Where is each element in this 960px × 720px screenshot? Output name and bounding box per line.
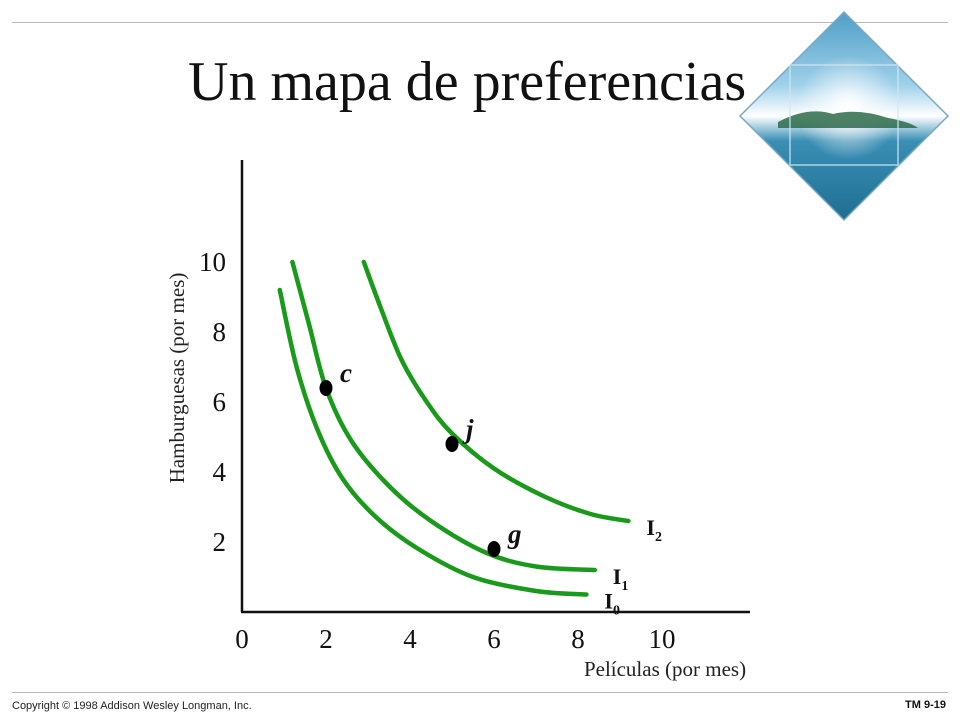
curve-label-i2: I2 xyxy=(646,515,662,545)
ocean-island-diamond-icon xyxy=(738,10,950,222)
y-axis-label: Hamburguesas (por mes) xyxy=(165,273,189,484)
y-tick-label: 4 xyxy=(213,457,227,487)
indifference-curve-i0 xyxy=(277,287,589,597)
y-tick-label: 8 xyxy=(213,317,227,347)
point-label-c: c xyxy=(340,358,352,388)
point-label-j: j xyxy=(462,414,474,444)
x-tick-label: 2 xyxy=(319,624,333,654)
page-title: Un mapa de preferencias xyxy=(188,51,747,113)
x-axis-label: Películas (por mes) xyxy=(584,657,746,681)
copyright-text: Copyright © 1998 Addison Wesley Longman,… xyxy=(12,700,252,712)
curve-label-i0: I0 xyxy=(604,589,620,619)
y-tick-label: 10 xyxy=(199,247,226,277)
point-c xyxy=(319,380,333,396)
indifference-curve-i2 xyxy=(361,259,631,524)
indifference-curve-i1 xyxy=(290,259,598,573)
point-g xyxy=(487,541,501,557)
y-tick-label: 6 xyxy=(213,387,227,417)
point-j xyxy=(445,436,459,452)
x-tick-label: 4 xyxy=(403,624,417,654)
y-tick-label: 2 xyxy=(213,527,227,557)
point-label-g: g xyxy=(507,519,522,549)
bottom-divider xyxy=(12,692,948,693)
x-tick-label: 10 xyxy=(649,624,676,654)
x-tick-label: 6 xyxy=(487,624,501,654)
x-tick-label: 0 xyxy=(235,624,249,654)
slide-number: TM 9-19 xyxy=(905,699,946,711)
top-divider xyxy=(12,22,948,23)
curve-label-i1: I1 xyxy=(613,564,629,594)
x-tick-label: 8 xyxy=(571,624,585,654)
